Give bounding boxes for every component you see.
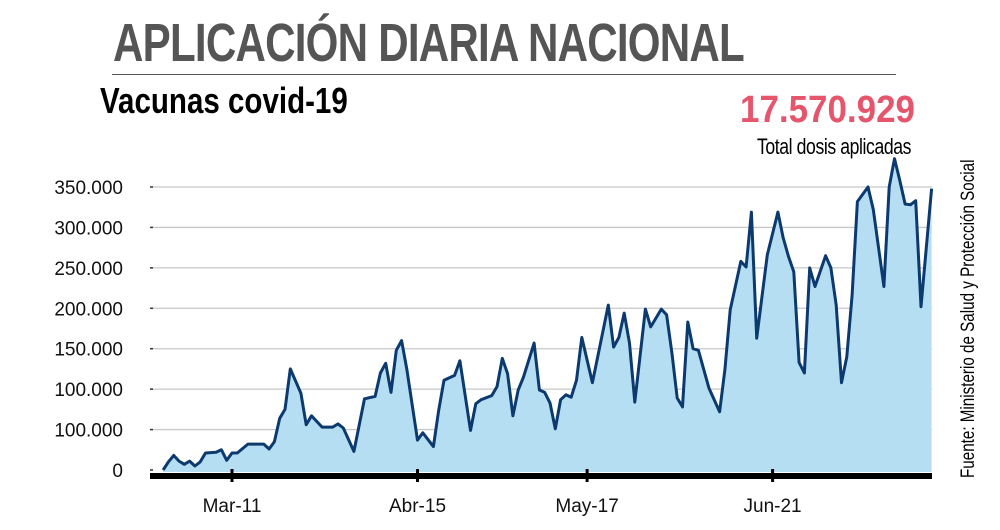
y-tick-label: 100.000 xyxy=(54,380,123,401)
series-line xyxy=(161,157,934,471)
x-tick-label: Mar-11 xyxy=(203,496,262,517)
y-tick-label: 100.000 xyxy=(54,421,123,442)
total-doses-value: 17.570.929 xyxy=(740,89,915,131)
x-tick-mark xyxy=(771,469,775,482)
x-tick-mark xyxy=(416,469,419,482)
y-tick-label: 350.000 xyxy=(54,178,123,199)
title-divider xyxy=(112,74,896,75)
chart-subtitle: Vacunas covid-19 xyxy=(100,80,348,121)
x-tick-label: Abr-15 xyxy=(389,496,446,517)
y-tick-label: 300.000 xyxy=(54,218,123,239)
y-tick-label: 200.000 xyxy=(54,299,123,320)
y-tick-label: 0 xyxy=(112,461,123,482)
x-tick-label: May-17 xyxy=(555,496,618,517)
area-fill xyxy=(163,158,932,472)
y-axis: 0 100.000 100.000 150.000 200.000 250.000 300.… xyxy=(54,178,123,482)
x-tick-mark xyxy=(585,469,589,482)
y-tick-label: 250.000 xyxy=(54,259,123,280)
x-tick-mark xyxy=(230,469,234,482)
x-tick-label: Jun-21 xyxy=(744,496,802,517)
x-axis-line xyxy=(150,473,932,479)
page-title: APLICACIÓN DIARIA NACIONAL xyxy=(113,13,745,73)
y-tick-label: 150.000 xyxy=(54,340,123,361)
series-area xyxy=(161,157,934,472)
total-doses-label: Total dosis aplicadas xyxy=(757,134,912,159)
x-axis: Mar-11 Abr-15 May-17 Jun-21 xyxy=(150,469,932,517)
